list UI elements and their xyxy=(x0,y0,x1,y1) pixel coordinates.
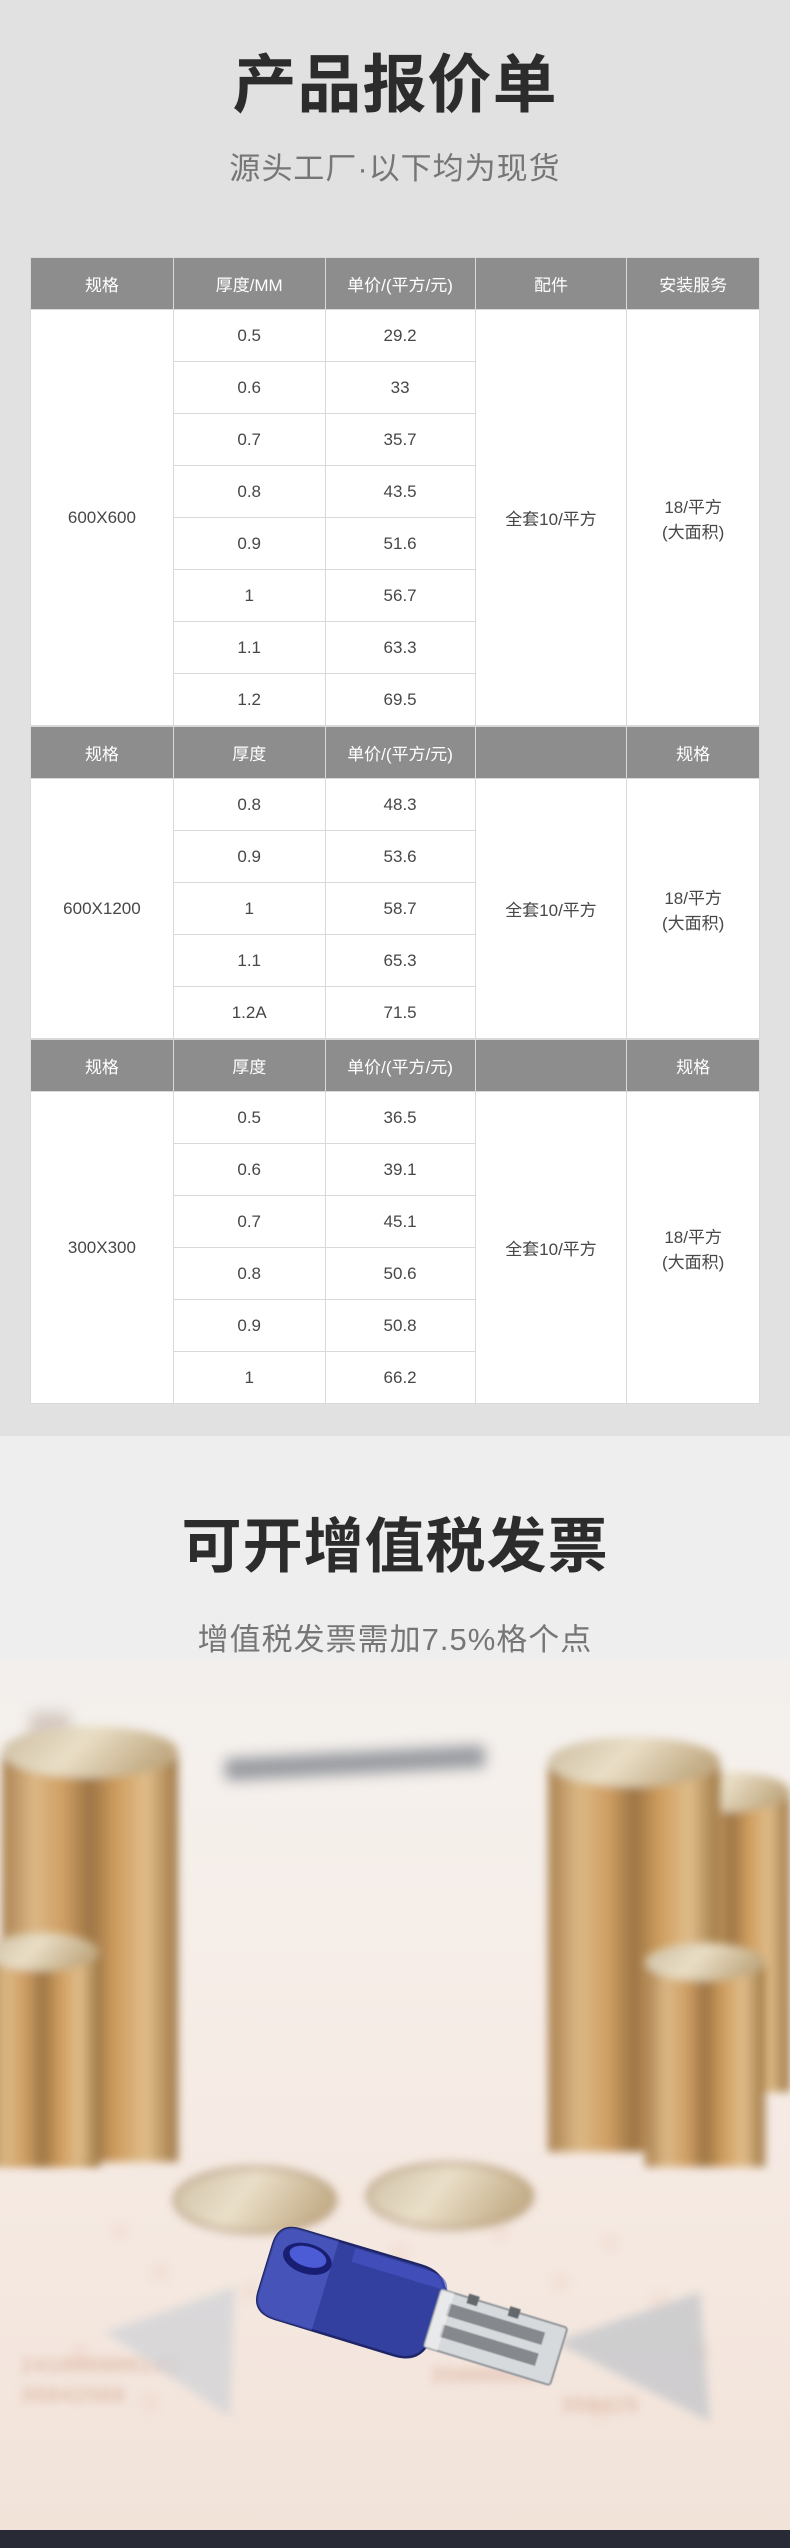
svg-text:350425: 350425 xyxy=(560,2394,639,2419)
svg-text:35042566: 35042566 xyxy=(20,2384,126,2409)
